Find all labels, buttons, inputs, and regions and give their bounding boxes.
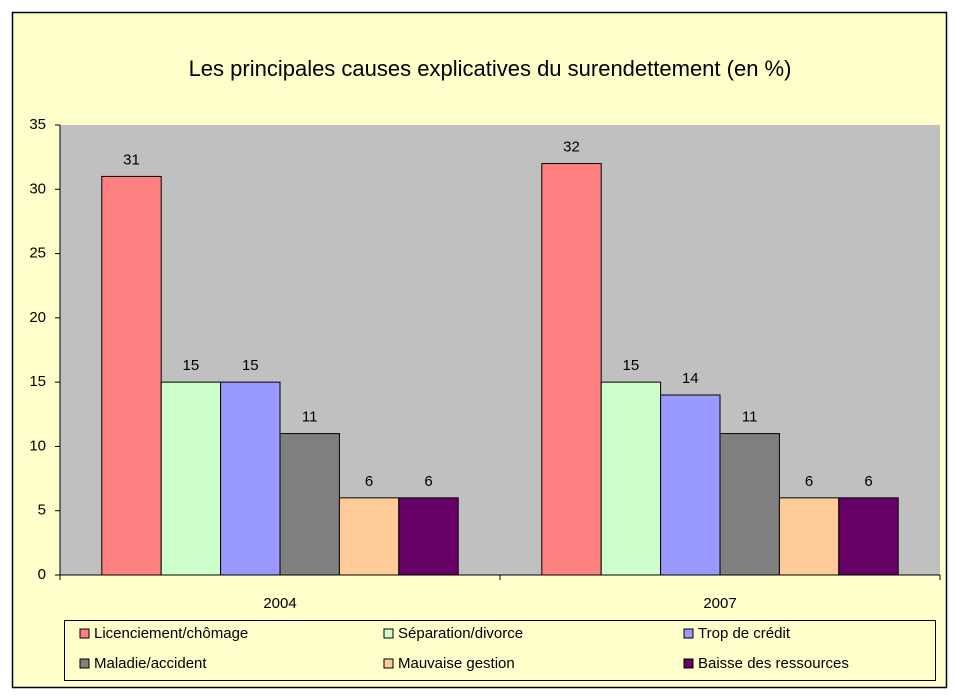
bar: [160, 381, 222, 576]
legend-label: Maladie/accident: [94, 655, 207, 672]
bar: [338, 497, 400, 576]
chart-title: Les principales causes explicatives du s…: [189, 56, 792, 81]
y-tick-label: 5: [38, 502, 46, 519]
y-tick-label: 20: [29, 309, 46, 326]
legend-label: Mauvaise gestion: [398, 655, 515, 672]
bar: [719, 433, 780, 576]
y-tick-label: 35: [29, 116, 46, 133]
legend-swatch: [383, 658, 394, 669]
bar: [838, 497, 899, 576]
x-tick-label: 2007: [703, 595, 736, 612]
legend-box: [64, 620, 936, 681]
legend-swatch: [79, 658, 90, 669]
data-label: 6: [424, 473, 432, 490]
legend-label: Baisse des ressources: [698, 655, 849, 672]
data-label: 32: [563, 139, 580, 156]
bar: [778, 497, 840, 576]
legend-swatch: [79, 628, 90, 639]
legend-label: Trop de crédit: [698, 625, 791, 642]
data-label: 14: [682, 370, 699, 387]
bar: [541, 163, 602, 576]
data-label: 15: [623, 357, 640, 374]
bar: [398, 497, 459, 576]
data-label: 6: [864, 473, 872, 490]
y-tick-label: 10: [29, 437, 46, 454]
bar: [279, 433, 340, 576]
data-label: 6: [805, 473, 813, 490]
legend-label: Séparation/divorce: [398, 625, 523, 642]
legend-label: Licenciement/chômage: [94, 625, 248, 642]
legend-swatch: [683, 628, 694, 639]
y-tick-label: 0: [38, 566, 46, 583]
data-label: 15: [183, 357, 200, 374]
bar: [600, 381, 662, 576]
data-label: 6: [365, 473, 373, 490]
legend-swatch: [383, 628, 394, 639]
bar: [101, 175, 162, 576]
y-tick-label: 25: [29, 245, 46, 262]
data-label: 31: [123, 151, 140, 168]
y-tick-label: 15: [29, 373, 46, 390]
bar: [220, 381, 281, 576]
data-label: 11: [742, 409, 758, 426]
x-tick-label: 2004: [263, 595, 296, 612]
bar: [660, 394, 721, 576]
data-label: 11: [302, 409, 318, 426]
data-label: 15: [242, 357, 259, 374]
legend-swatch: [683, 658, 694, 669]
y-tick-label: 30: [29, 180, 46, 197]
